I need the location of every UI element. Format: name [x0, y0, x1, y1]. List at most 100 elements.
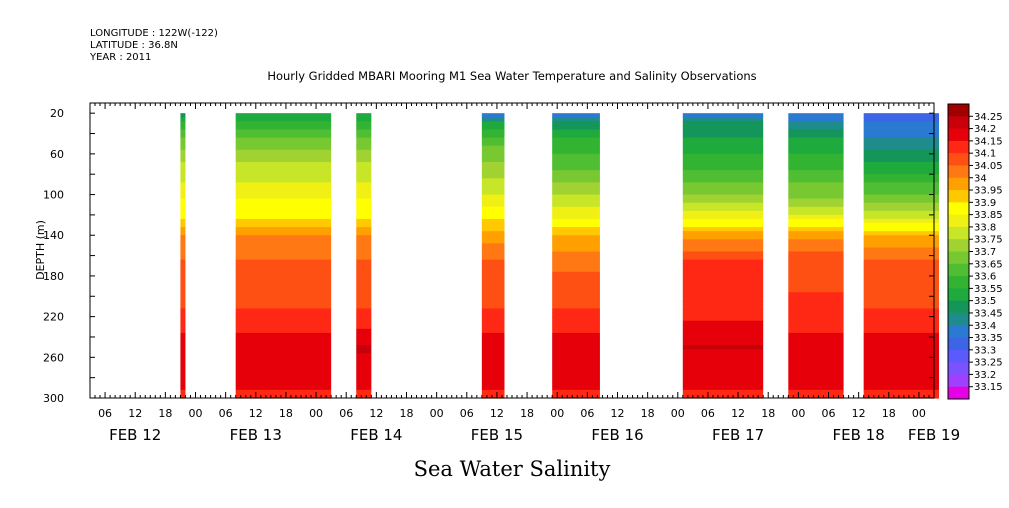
salinity-cell: [788, 328, 844, 334]
salinity-cell: [863, 373, 940, 379]
salinity-cell: [682, 292, 764, 297]
salinity-cell: [180, 133, 186, 139]
salinity-cell: [788, 194, 844, 200]
salinity-cell: [552, 332, 600, 338]
chart-title: Hourly Gridded MBARI Mooring M1 Sea Wate…: [267, 69, 756, 83]
salinity-cell: [481, 145, 505, 151]
salinity-cell: [235, 243, 332, 249]
salinity-cell: [481, 162, 505, 167]
salinity-cell: [788, 324, 844, 330]
salinity-cell: [481, 328, 505, 334]
salinity-cell: [552, 223, 600, 228]
salinity-cell: [682, 125, 764, 131]
salinity-cell: [863, 296, 940, 301]
salinity-cell: [180, 275, 186, 281]
salinity-cell: [788, 288, 844, 293]
salinity-cell: [180, 214, 186, 220]
data-segment: [235, 113, 332, 399]
salinity-cell: [356, 365, 372, 371]
salinity-cell: [552, 129, 600, 135]
salinity-cell: [788, 263, 844, 269]
salinity-cell: [682, 336, 764, 342]
salinity-cell: [356, 336, 372, 342]
salinity-cell: [235, 218, 332, 224]
salinity-cell: [552, 267, 600, 273]
colorbar-swatch: [948, 177, 969, 191]
salinity-cell: [552, 385, 600, 391]
salinity-cell: [682, 377, 764, 383]
colorbar-label: 33.35: [974, 333, 1003, 344]
x-hour-label: 18: [641, 407, 655, 420]
salinity-cell: [863, 223, 940, 228]
salinity-cell: [863, 206, 940, 212]
salinity-cell: [180, 178, 186, 183]
salinity-cell: [788, 129, 844, 135]
salinity-cell: [356, 174, 372, 179]
salinity-cell: [682, 381, 764, 387]
salinity-cell: [863, 198, 940, 204]
x-hour-label: 12: [490, 407, 504, 420]
salinity-cell: [552, 198, 600, 204]
salinity-cell: [481, 210, 505, 216]
salinity-cell: [235, 247, 332, 253]
salinity-cell: [788, 357, 844, 362]
salinity-cell: [552, 361, 600, 367]
salinity-cell: [481, 393, 505, 399]
salinity-cell: [235, 210, 332, 216]
salinity-cell: [356, 194, 372, 200]
salinity-cell: [788, 247, 844, 253]
x-day-label: FEB 13: [230, 426, 282, 444]
salinity-cell: [481, 157, 505, 163]
salinity-cell: [788, 365, 844, 371]
salinity-cell: [552, 300, 600, 306]
salinity-cell: [682, 341, 764, 346]
salinity-cell: [682, 345, 764, 350]
salinity-cell: [552, 357, 600, 362]
salinity-cell: [481, 214, 505, 220]
salinity-cell: [180, 206, 186, 212]
salinity-cell: [180, 194, 186, 200]
salinity-cell: [863, 263, 940, 269]
salinity-cell: [552, 255, 600, 261]
x-day-label: FEB 19: [908, 426, 960, 444]
salinity-cell: [481, 239, 505, 244]
salinity-cell: [788, 373, 844, 379]
salinity-cell: [552, 263, 600, 269]
salinity-cell: [863, 166, 940, 171]
salinity-cell: [180, 166, 186, 171]
data-segment: [788, 113, 844, 399]
salinity-cell: [356, 178, 372, 183]
salinity-cell: [356, 247, 372, 253]
salinity-cell: [788, 137, 844, 143]
salinity-cell: [552, 280, 600, 285]
x-hour-label: 18: [520, 407, 534, 420]
salinity-cell: [863, 377, 940, 383]
salinity-cell: [180, 210, 186, 216]
salinity-cell: [235, 133, 332, 139]
colorbar-swatch: [948, 116, 969, 129]
salinity-cell: [180, 218, 186, 224]
salinity-cell: [235, 271, 332, 277]
salinity-cell: [481, 113, 505, 118]
salinity-cell: [481, 202, 505, 208]
salinity-cell: [180, 174, 186, 179]
salinity-cell: [356, 133, 372, 139]
salinity-cell: [481, 373, 505, 379]
salinity-cell: [235, 349, 332, 354]
salinity-cell: [180, 365, 186, 371]
salinity-cell: [788, 300, 844, 306]
salinity-cell: [235, 198, 332, 204]
salinity-cell: [682, 271, 764, 277]
salinity-cell: [863, 365, 940, 371]
salinity-cell: [682, 308, 764, 314]
salinity-cell: [552, 389, 600, 395]
salinity-cell: [682, 141, 764, 147]
salinity-cell: [788, 125, 844, 131]
colorbar-label: 33.65: [974, 259, 1003, 270]
salinity-cell: [788, 214, 844, 220]
salinity-cell: [356, 296, 372, 301]
colorbar-swatch: [948, 386, 969, 400]
salinity-cell: [481, 170, 505, 175]
salinity-cell: [180, 231, 186, 236]
salinity-cell: [552, 231, 600, 236]
